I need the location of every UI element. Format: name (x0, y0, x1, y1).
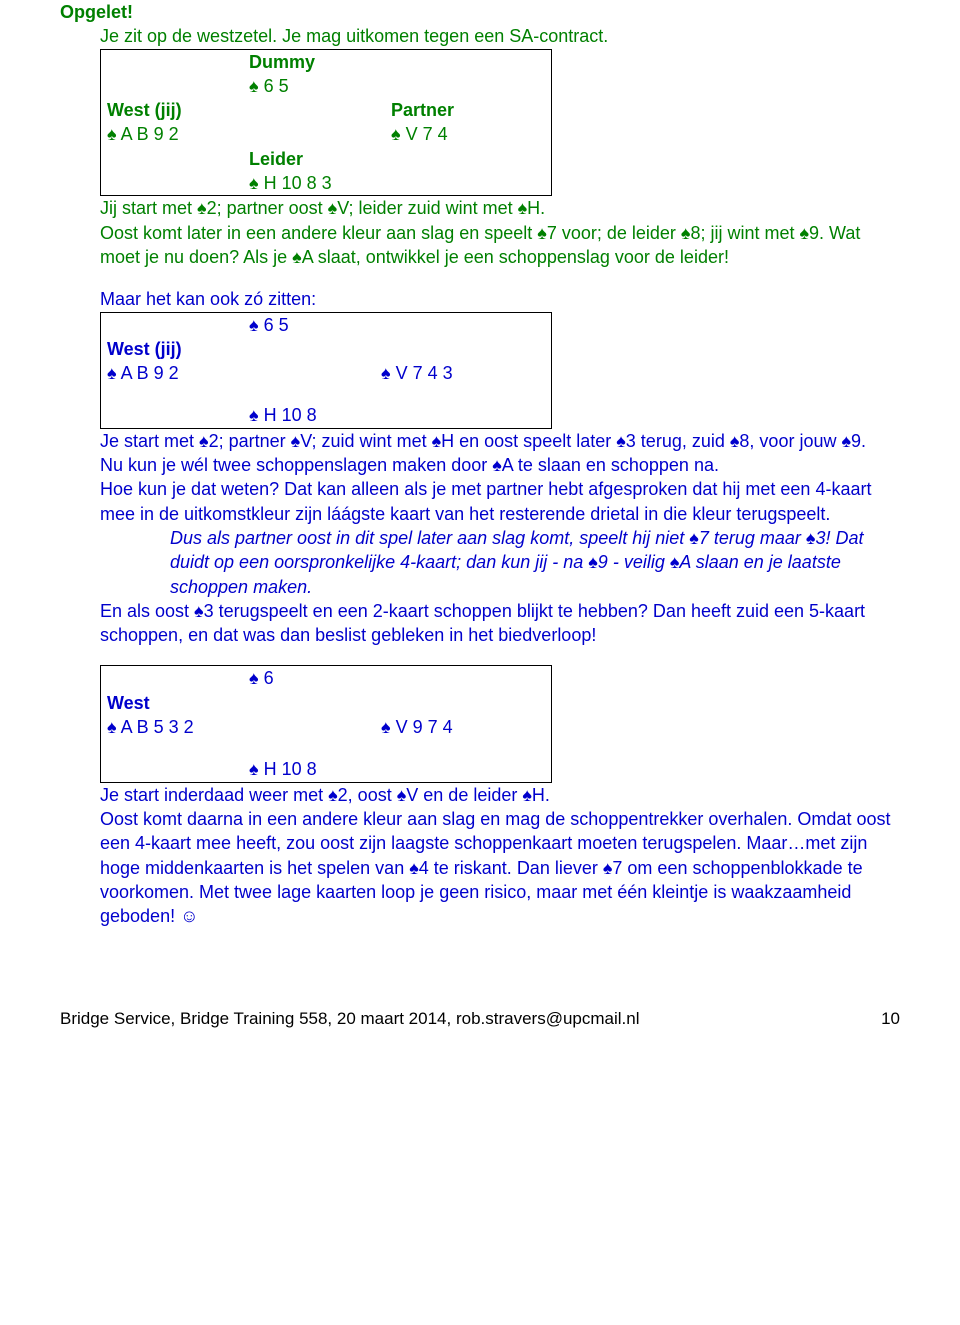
card-box-1: Dummy ♠ 6 5 West (jij) Partner ♠ A B 9 2… (100, 49, 552, 197)
footer-left: Bridge Service, Bridge Training 558, 20 … (60, 1008, 640, 1031)
para-3a: Je start met ♠2; partner ♠V; zuid wint m… (60, 429, 900, 453)
dummy-cards: ♠ 6 5 (243, 74, 295, 98)
west-cards: ♠ A B 9 2 (101, 122, 243, 146)
box2-east-cards: ♠ V 7 4 3 (375, 361, 459, 385)
box2-south-cards: ♠ H 10 8 (243, 403, 323, 427)
box3-east-cards: ♠ V 9 7 4 (375, 715, 459, 739)
para-3c: Hoe kun je dat weten? Dat kan alleen als… (60, 477, 900, 526)
footer-right: 10 (881, 1008, 900, 1031)
box3-south-cards: ♠ H 10 8 (243, 757, 323, 781)
box2-west-cards: ♠ A B 9 2 (101, 361, 243, 385)
box3-west-label: West (101, 691, 243, 715)
para-4a: Je start inderdaad weer met ♠2, oost ♠V … (60, 783, 900, 807)
card-box-2: ♠ 6 5 West (jij) ♠ A B 9 2 ♠ V 7 4 3 ♠ H… (100, 312, 552, 429)
para-3b: Nu kun je wél twee schoppenslagen maken … (60, 453, 900, 477)
leider-label: Leider (243, 147, 309, 171)
box3-dummy-cards: ♠ 6 (243, 666, 280, 690)
box3-west-cards: ♠ A B 5 3 2 (101, 715, 243, 739)
box2-west-label: West (jij) (101, 337, 243, 361)
title: Opgelet! (60, 0, 900, 24)
para-4b: Oost komt daarna in een andere kleur aan… (60, 807, 900, 928)
page-content: Opgelet! Je zit op de westzetel. Je mag … (0, 0, 960, 958)
para-1b: Oost komt later in een andere kleur aan … (60, 221, 900, 270)
para-3d: Dus als partner oost in dit spel later a… (60, 526, 900, 599)
box2-dummy-cards: ♠ 6 5 (243, 313, 295, 337)
para-1a: Jij start met ♠2; partner oost ♠V; leide… (60, 196, 900, 220)
para-2-intro: Maar het kan ook zó zitten: (60, 287, 900, 311)
intro-text: Je zit op de westzetel. Je mag uitkomen … (60, 24, 900, 48)
card-box-3: ♠ 6 West ♠ A B 5 3 2 ♠ V 9 7 4 ♠ H 10 8 (100, 665, 552, 782)
west-label: West (jij) (101, 98, 243, 122)
para-3e: En als oost ♠3 terugspeelt en een 2-kaar… (60, 599, 900, 648)
leider-cards: ♠ H 10 8 3 (243, 171, 338, 195)
dummy-label: Dummy (243, 50, 321, 74)
partner-cards: ♠ V 7 4 (385, 122, 454, 146)
page-footer: Bridge Service, Bridge Training 558, 20 … (0, 998, 960, 1031)
partner-label: Partner (385, 98, 460, 122)
